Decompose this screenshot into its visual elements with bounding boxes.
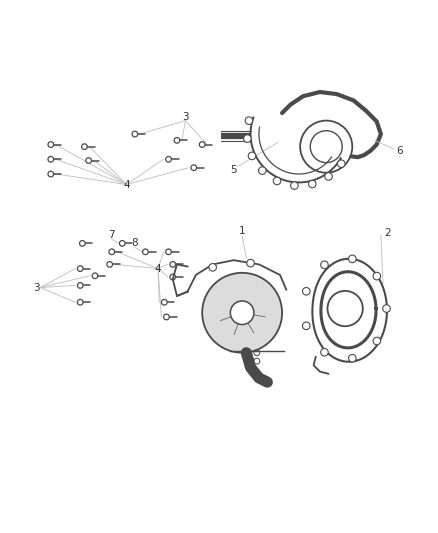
Circle shape	[107, 262, 113, 267]
Circle shape	[273, 177, 281, 185]
Circle shape	[290, 182, 298, 189]
Circle shape	[373, 272, 381, 280]
Circle shape	[337, 160, 345, 167]
Circle shape	[92, 273, 98, 279]
Circle shape	[80, 240, 85, 246]
Text: 6: 6	[396, 146, 403, 156]
Circle shape	[383, 305, 390, 312]
Circle shape	[164, 314, 169, 320]
Text: 4: 4	[123, 180, 130, 190]
Circle shape	[174, 138, 180, 143]
Text: 8: 8	[131, 238, 138, 248]
Circle shape	[166, 157, 171, 162]
Circle shape	[321, 261, 328, 269]
Circle shape	[325, 173, 332, 180]
Circle shape	[209, 263, 216, 271]
Circle shape	[170, 262, 176, 267]
Circle shape	[120, 240, 125, 246]
Circle shape	[191, 165, 197, 171]
Circle shape	[48, 157, 53, 162]
Circle shape	[303, 287, 310, 295]
Circle shape	[349, 354, 356, 362]
Circle shape	[170, 274, 176, 280]
Circle shape	[162, 300, 167, 305]
Circle shape	[247, 260, 254, 267]
Circle shape	[78, 300, 83, 305]
Circle shape	[244, 135, 251, 142]
Text: 3: 3	[182, 112, 189, 122]
Circle shape	[48, 171, 53, 177]
Circle shape	[48, 142, 53, 148]
Circle shape	[248, 152, 256, 160]
Text: 2: 2	[384, 228, 391, 238]
Circle shape	[202, 273, 282, 353]
Circle shape	[78, 282, 83, 288]
Circle shape	[308, 180, 316, 188]
Text: 3: 3	[33, 282, 39, 293]
Circle shape	[245, 117, 253, 124]
Text: 7: 7	[109, 230, 115, 240]
Circle shape	[78, 266, 83, 271]
Circle shape	[303, 322, 310, 329]
Text: 1: 1	[239, 226, 245, 236]
Circle shape	[166, 249, 171, 255]
Circle shape	[109, 249, 115, 255]
Text: 5: 5	[230, 165, 237, 175]
Circle shape	[230, 301, 254, 325]
Circle shape	[373, 337, 381, 345]
Circle shape	[143, 249, 148, 255]
Circle shape	[349, 255, 356, 263]
Circle shape	[258, 167, 266, 174]
Text: 4: 4	[155, 264, 161, 273]
Circle shape	[199, 142, 205, 148]
Circle shape	[321, 349, 328, 356]
Circle shape	[81, 144, 87, 149]
Circle shape	[132, 131, 138, 137]
Circle shape	[86, 158, 92, 164]
